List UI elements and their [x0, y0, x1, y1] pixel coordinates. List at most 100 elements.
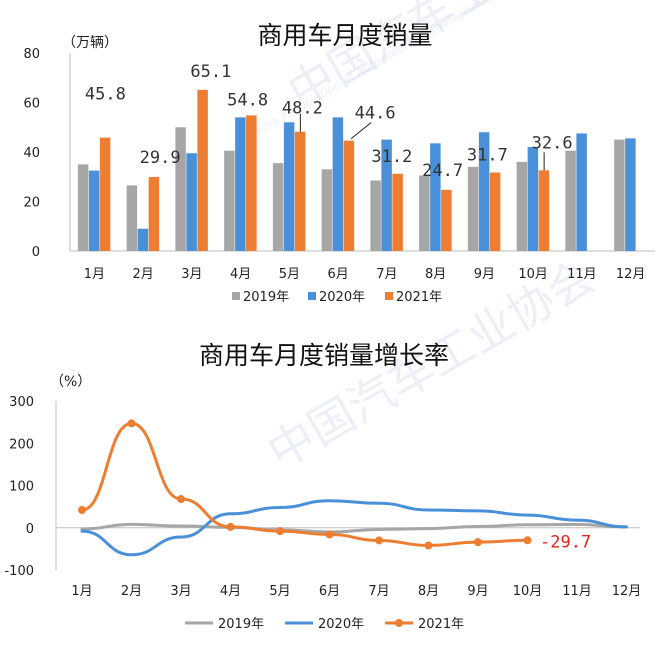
data-label: 45.8 — [85, 85, 126, 105]
bar — [99, 137, 111, 251]
bar — [272, 163, 284, 251]
series-point — [375, 536, 383, 545]
series-line — [80, 499, 628, 557]
y-tick-label: 100 — [9, 480, 34, 495]
bar — [246, 115, 257, 252]
y-tick-label: 300 — [9, 395, 34, 410]
legend-swatch — [385, 292, 393, 300]
bar — [565, 150, 576, 251]
data-label: 54.8 — [227, 90, 268, 110]
y-tick-label: -100 — [4, 564, 34, 579]
bar — [381, 139, 392, 251]
bar-chart: 商用车月度销量 （万辆） 0 20 40 60 80 1月 2月 3月 4月 5月 6月 7月 8月 9月… — [23, 21, 655, 305]
bar — [614, 139, 625, 251]
x-tick-label: 3月 — [181, 267, 202, 282]
x-tick-label: 5月 — [269, 584, 290, 599]
x-tick-label: 4月 — [220, 584, 241, 599]
bar — [175, 127, 186, 251]
x-tick-label: 9月 — [474, 267, 495, 282]
bar — [527, 147, 539, 251]
bar — [441, 189, 452, 251]
bar — [294, 131, 306, 251]
bar — [467, 166, 479, 251]
bar — [430, 143, 441, 251]
legend-label: 2019年 — [218, 617, 264, 632]
series-point — [78, 506, 86, 515]
line-chart-ylabel: （%） — [50, 374, 91, 390]
line-chart-data-labels: -29.7 — [540, 532, 591, 552]
x-tick-label: 7月 — [376, 267, 397, 282]
data-label: 29.9 — [140, 148, 181, 168]
x-tick-label: 10月 — [518, 267, 548, 282]
y-tick-label: 40 — [23, 146, 40, 161]
y-tick-label: 200 — [9, 437, 34, 452]
bar-chart-title: 商用车月度销量 — [257, 21, 432, 50]
bar — [148, 176, 160, 251]
x-tick-label: 12月 — [616, 267, 646, 282]
data-label: 24.7 — [422, 161, 463, 181]
y-tick-label: 0 — [32, 245, 40, 260]
series-point — [276, 527, 284, 536]
x-tick-label: 6月 — [319, 584, 340, 599]
bar — [235, 117, 246, 251]
legend-marker — [395, 619, 403, 627]
x-tick-label: 7月 — [368, 584, 389, 599]
series-point — [424, 541, 433, 550]
data-label: 44.6 — [355, 104, 396, 124]
line-chart-title: 商用车月度销量增长率 — [199, 341, 449, 370]
bar-chart-axes: 0 20 40 60 80 1月 2月 3月 4月 5月 6月 7月 8月 9月 10月 11月 12月 — [23, 47, 655, 282]
bar — [186, 153, 197, 251]
bar — [392, 173, 403, 251]
bar-chart-legend: 2019年 2020年 2021年 — [232, 290, 442, 305]
bar — [478, 132, 490, 251]
x-tick-label: 12月 — [612, 584, 642, 599]
bar — [419, 175, 430, 251]
legend-label: 2019年 — [243, 290, 289, 305]
data-label: 65.1 — [190, 62, 231, 82]
series-point — [523, 536, 532, 545]
x-tick-label: 1月 — [84, 267, 105, 282]
data-label: 31.7 — [467, 146, 508, 166]
data-label: 32.6 — [532, 133, 573, 153]
series-line — [80, 522, 628, 534]
line-chart-legend: 2019年 2020年 2021年 — [185, 617, 464, 632]
x-tick-label: 4月 — [230, 267, 251, 282]
bar — [283, 122, 295, 251]
bar — [576, 133, 587, 251]
x-tick-label: 3月 — [170, 584, 191, 599]
x-tick-label: 11月 — [567, 267, 597, 282]
bar — [137, 228, 149, 251]
legend-label: 2020年 — [318, 617, 364, 632]
x-tick-label: 11月 — [562, 584, 592, 599]
legend-swatch — [308, 292, 316, 300]
data-label: -29.7 — [540, 532, 591, 552]
bar — [516, 161, 528, 251]
y-tick-label: 20 — [23, 196, 40, 211]
series-point — [177, 495, 185, 504]
x-tick-label: 10月 — [513, 584, 543, 599]
bar-chart-bars — [77, 89, 636, 252]
bar — [489, 172, 501, 251]
line-chart-axes: -100 0 100 200 300 1月 2月 3月 4月 5月 6月 7月 8月 9月 10月 11月 12… — [4, 395, 641, 599]
y-tick-label: 0 — [26, 522, 34, 537]
x-tick-label: 1月 — [71, 584, 92, 599]
legend-label: 2021年 — [418, 617, 464, 632]
bar-chart-ylabel: （万辆） — [62, 35, 118, 51]
legend-label: 2020年 — [319, 290, 365, 305]
data-label: 48.2 — [282, 99, 323, 119]
x-tick-label: 2月 — [132, 267, 153, 282]
bar — [321, 169, 333, 251]
bar — [197, 89, 208, 251]
leader-line — [350, 122, 372, 140]
bar — [77, 164, 89, 251]
bar — [126, 185, 138, 251]
series-point — [226, 522, 235, 531]
series-point — [127, 419, 136, 428]
bar — [224, 150, 235, 251]
x-tick-label: 8月 — [425, 267, 446, 282]
bar — [88, 170, 100, 251]
line-chart-series — [78, 419, 628, 557]
legend-swatch — [232, 292, 240, 300]
x-tick-label: 2月 — [121, 584, 142, 599]
